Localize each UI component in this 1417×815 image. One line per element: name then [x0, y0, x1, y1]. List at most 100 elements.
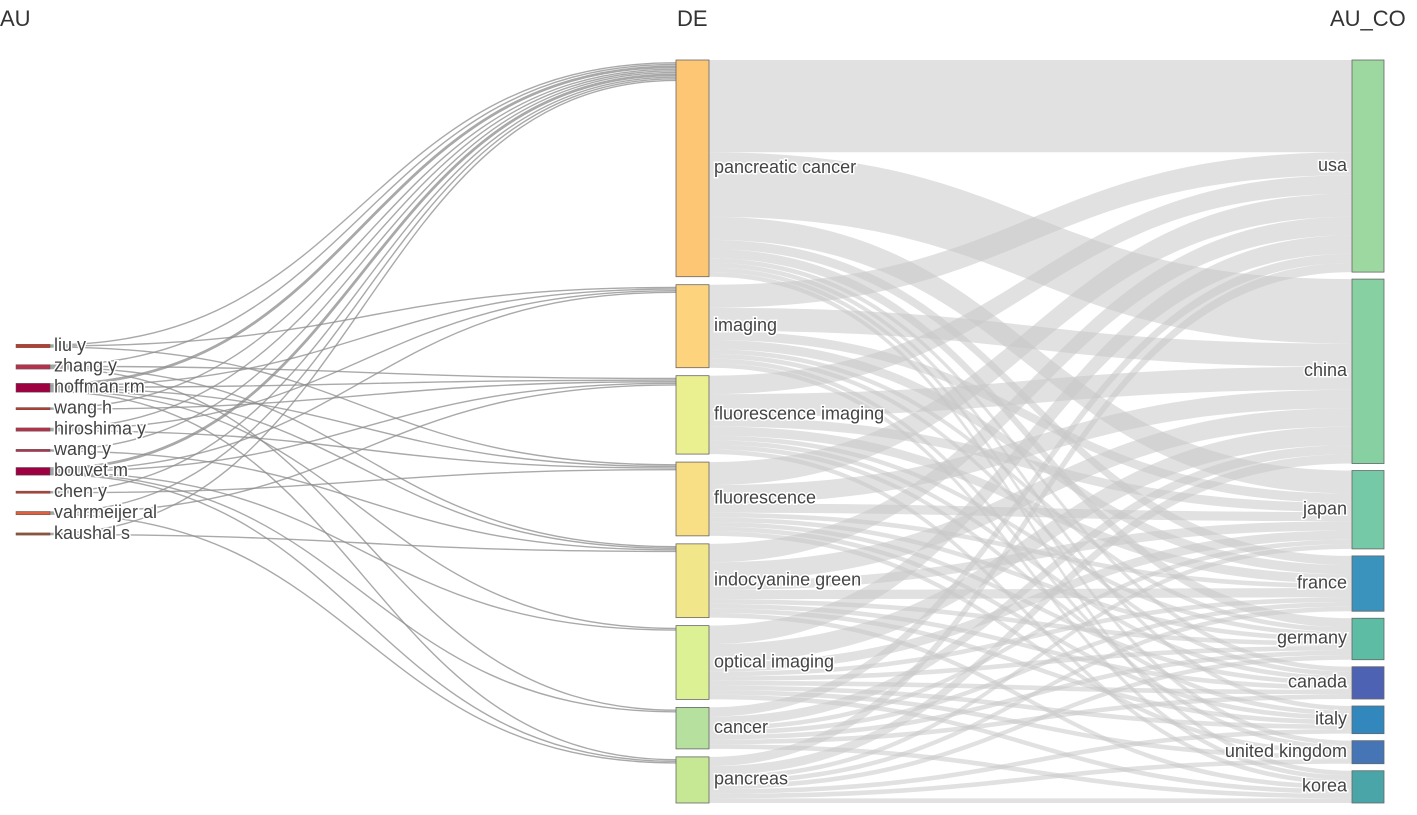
flow-fluorescence-imaging-to-canada[interactable]: [709, 440, 1352, 681]
flow-fluorescence-to-usa[interactable]: [709, 193, 1352, 486]
node-au-vahrmeijer-al[interactable]: [15, 511, 51, 516]
flow-hoffman-rm-to-imaging[interactable]: [49, 288, 677, 387]
flow-pancreatic-cancer-to-japan[interactable]: [709, 216, 1352, 494]
node-au-kaushal-s[interactable]: [15, 532, 51, 536]
flow-optical-imaging-to-japan[interactable]: [709, 530, 1352, 672]
flow-pancreatic-cancer-to-korea[interactable]: [709, 272, 1352, 776]
node-co-france[interactable]: [1351, 555, 1385, 612]
label-co-france: france: [1297, 572, 1347, 592]
node-de-pancreatic-cancer[interactable]: [675, 59, 710, 278]
node-de-cancer[interactable]: [675, 706, 710, 750]
flow-hoffman-rm-to-fluorescence-imaging[interactable]: [49, 379, 677, 388]
node-au-wang-h[interactable]: [15, 407, 51, 411]
flow-hoffman-rm-to-pancreas[interactable]: [49, 390, 677, 761]
flow-cancer-to-usa[interactable]: [709, 253, 1352, 717]
flow-bouvet-m-to-imaging[interactable]: [49, 291, 677, 471]
flow-cancer-to-japan[interactable]: [709, 539, 1352, 731]
label-au-zhang-y: zhang y: [54, 356, 117, 376]
flow-optical-imaging-to-united-kingdom[interactable]: [709, 690, 1352, 760]
node-de-fluorescence[interactable]: [675, 461, 710, 537]
flow-hoffman-rm-to-pancreatic-cancer[interactable]: [49, 65, 677, 386]
flow-optical-imaging-to-canada[interactable]: [709, 680, 1352, 695]
flow-hoffman-rm-to-optical-imaging[interactable]: [49, 389, 677, 630]
flow-wang-y-to-indocyanine-green[interactable]: [49, 450, 677, 551]
flow-pancreas-to-germany[interactable]: [709, 655, 1352, 790]
flow-liu-y-to-imaging[interactable]: [49, 286, 677, 347]
flow-wang-y-to-pancreatic-cancer[interactable]: [49, 71, 677, 451]
node-au-hiroshima-y[interactable]: [15, 427, 51, 432]
node-co-korea[interactable]: [1351, 770, 1385, 804]
flow-pancreas-to-united-kingdom[interactable]: [709, 759, 1352, 799]
flow-vahrmeijer-al-to-pancreatic-cancer[interactable]: [49, 78, 677, 513]
flow-imaging-to-usa[interactable]: [709, 152, 1352, 308]
flow-fluorescence-imaging-to-usa[interactable]: [709, 175, 1352, 395]
flow-optical-imaging-to-china[interactable]: [709, 426, 1352, 663]
flow-imaging-to-france[interactable]: [709, 340, 1352, 575]
flow-pancreatic-cancer-to-usa[interactable]: [709, 60, 1352, 153]
flow-zhang-y-to-indocyanine-green[interactable]: [49, 366, 677, 548]
node-de-fluorescence-imaging[interactable]: [675, 375, 710, 455]
node-co-china[interactable]: [1351, 278, 1385, 464]
node-co-japan[interactable]: [1351, 470, 1385, 550]
flow-cancer-to-canada[interactable]: [709, 694, 1352, 745]
flow-fluorescence-imaging-to-japan[interactable]: [709, 417, 1352, 513]
label-de-pancreatic-cancer: pancreatic cancer: [714, 157, 856, 177]
node-de-indocyanine-green[interactable]: [675, 543, 710, 619]
flow-indocyanine-green-to-germany[interactable]: [709, 599, 1352, 646]
flow-hiroshima-y-to-imaging[interactable]: [49, 290, 677, 431]
node-co-germany[interactable]: [1351, 617, 1385, 661]
flow-indocyanine-green-to-usa[interactable]: [709, 216, 1352, 563]
node-co-united-kingdom[interactable]: [1351, 740, 1385, 765]
flow-cancer-to-korea[interactable]: [709, 744, 1352, 799]
node-au-zhang-y[interactable]: [15, 364, 51, 370]
flow-vahrmeijer-al-to-fluorescence-imaging[interactable]: [49, 384, 677, 514]
flow-indocyanine-green-to-china[interactable]: [709, 408, 1352, 581]
flow-pancreas-to-korea[interactable]: [709, 798, 1352, 803]
flow-vahrmeijer-al-to-pancreas[interactable]: [49, 513, 677, 764]
flow-pancreas-to-italy[interactable]: [709, 729, 1352, 794]
flow-bouvet-m-to-optical-imaging[interactable]: [49, 471, 677, 631]
flow-indocyanine-green-to-canada[interactable]: [709, 603, 1352, 690]
node-au-bouvet-m[interactable]: [15, 467, 51, 476]
node-de-optical-imaging[interactable]: [675, 625, 710, 700]
flow-fluorescence-imaging-to-france[interactable]: [709, 426, 1352, 584]
node-co-usa[interactable]: [1351, 59, 1385, 273]
flow-cancer-to-china[interactable]: [709, 445, 1352, 726]
flow-wang-h-to-pancreatic-cancer[interactable]: [49, 68, 677, 409]
node-co-italy[interactable]: [1351, 705, 1385, 735]
flow-pancreas-to-china[interactable]: [709, 454, 1352, 776]
flow-pancreas-to-usa[interactable]: [709, 262, 1352, 767]
node-au-liu-y[interactable]: [15, 344, 51, 348]
flow-optical-imaging-to-usa[interactable]: [709, 235, 1352, 645]
flow-hiroshima-y-to-pancreatic-cancer[interactable]: [49, 70, 677, 430]
flow-liu-y-to-pancreatic-cancer[interactable]: [49, 62, 677, 346]
node-au-chen-y[interactable]: [15, 490, 51, 494]
node-au-hoffman-rm[interactable]: [15, 383, 51, 393]
node-co-canada[interactable]: [1351, 666, 1385, 700]
flow-pancreas-to-france[interactable]: [709, 606, 1352, 785]
node-de-pancreas[interactable]: [675, 756, 710, 804]
flow-pancreas-to-japan[interactable]: [709, 544, 1352, 780]
flow-indocyanine-green-to-korea[interactable]: [709, 613, 1352, 790]
flow-chen-y-to-fluorescence[interactable]: [49, 468, 677, 494]
flow-chen-y-to-pancreatic-cancer[interactable]: [49, 76, 677, 493]
flow-imaging-to-korea[interactable]: [709, 363, 1352, 780]
flow-fluorescence-to-germany[interactable]: [709, 517, 1352, 642]
flow-indocyanine-green-to-japan[interactable]: [709, 521, 1352, 590]
flow-optical-imaging-to-korea[interactable]: [709, 694, 1352, 794]
flow-pancreatic-cancer-to-china[interactable]: [709, 152, 1352, 344]
flow-cancer-to-france[interactable]: [709, 602, 1352, 736]
flow-hoffman-rm-to-indocyanine-green[interactable]: [49, 388, 677, 549]
node-au-wang-y[interactable]: [15, 449, 51, 452]
flow-imaging-to-japan[interactable]: [709, 330, 1352, 503]
flow-wang-h-to-fluorescence-imaging[interactable]: [49, 380, 677, 410]
node-de-imaging[interactable]: [675, 284, 710, 369]
flow-zhang-y-to-pancreatic-cancer[interactable]: [49, 63, 677, 366]
flow-bouvet-m-to-pancreatic-cancer[interactable]: [49, 73, 677, 470]
flow-liu-y-to-fluorescence[interactable]: [49, 346, 677, 466]
flow-optical-imaging-to-italy[interactable]: [709, 685, 1352, 730]
flow-kaushal-s-to-indocyanine-green[interactable]: [49, 533, 677, 553]
flow-fluorescence-to-united-kingdom[interactable]: [709, 531, 1352, 755]
flow-kaushal-s-to-pancreatic-cancer[interactable]: [49, 79, 677, 535]
flow-bouvet-m-to-fluorescence-imaging[interactable]: [49, 382, 677, 473]
